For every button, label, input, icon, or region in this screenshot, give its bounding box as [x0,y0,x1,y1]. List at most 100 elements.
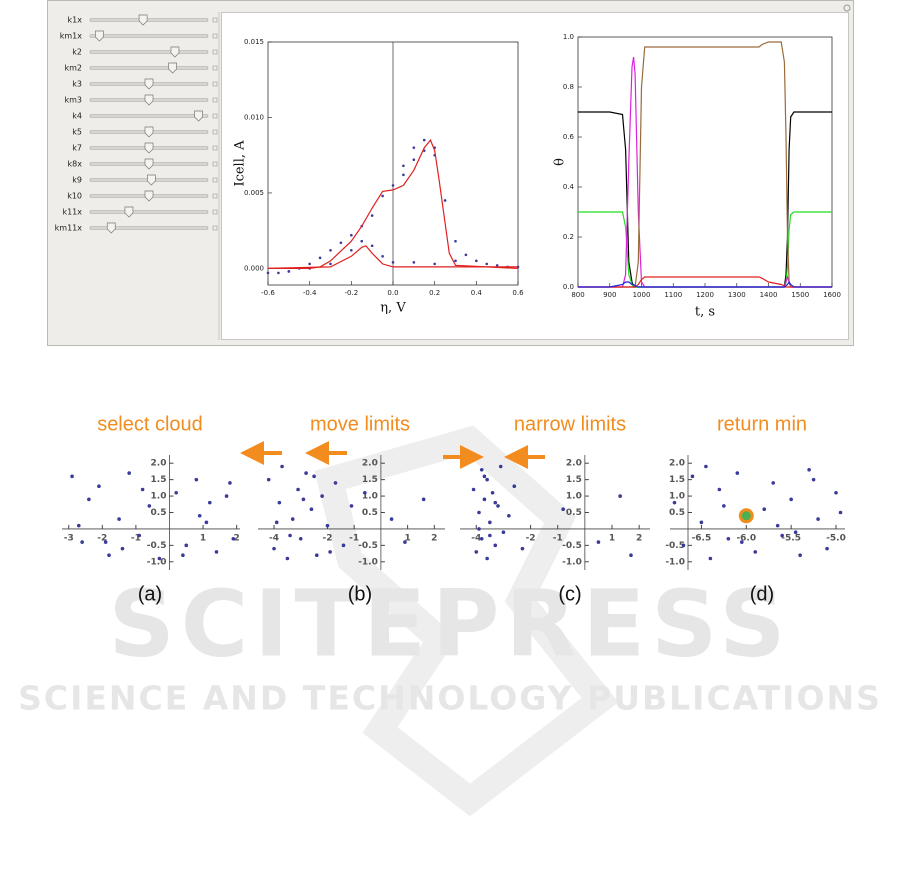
slider-thumb[interactable] [168,62,177,74]
data-point [370,214,374,217]
panel-title: return min [717,413,807,435]
x-tick-label: -1 [553,533,563,543]
data-point [197,513,202,518]
slider-thumb[interactable] [144,190,154,202]
slider[interactable]: k8x [68,158,218,170]
panel-caption: (c) [558,583,581,605]
y-tick-label: 0.6 [563,133,575,141]
slider-button [212,129,218,135]
data-point [301,497,306,502]
y-tick-label: 1.5 [566,475,582,485]
data-point [561,507,565,512]
slider[interactable]: k7 [72,142,218,154]
y-tick-label: 0.5 [669,508,685,518]
data-point [798,553,802,558]
slider-thumb[interactable] [144,94,154,106]
data-point [370,244,374,248]
y-tick-label: -0.5 [562,541,582,551]
data-point [699,520,704,525]
x-tick-label: -2 [322,533,332,543]
data-point [488,520,492,525]
slider-thumb[interactable] [138,14,148,26]
x-tick-label: 1 [404,533,410,543]
data-point [231,536,236,541]
y-tick-label: 0.010 [244,113,264,121]
slider-label: k5 [72,128,82,137]
slider[interactable]: k9 [72,174,218,186]
slider-thumb[interactable] [147,174,156,186]
data-point [328,550,332,554]
slider-thumb[interactable] [170,46,180,58]
slider-label: k2 [72,48,82,57]
x-tick-label: 0.0 [387,289,398,297]
slider[interactable]: km3 [64,94,218,106]
slider-thumb[interactable] [194,110,203,122]
x-tick-label: -0.4 [303,289,317,297]
y-tick-label: 0.005 [244,189,264,197]
data-line [267,245,518,269]
data-point [389,517,394,521]
slider-thumb[interactable] [144,78,154,90]
x-tick-label: 0.2 [429,289,440,297]
data-point [349,504,354,508]
slider[interactable]: k5 [72,126,218,138]
data-point [412,158,416,162]
window-button[interactable] [843,4,851,12]
watermark: SCITEPRESS SCIENCE AND TECHNOLOGY PUBLIC… [18,425,880,817]
data-point [381,194,384,198]
data-point [493,500,498,505]
data-point [266,477,271,482]
x-axis-label: η, V [380,301,406,316]
slider[interactable]: k4 [72,110,218,122]
x-tick-label: 1400 [760,291,778,299]
x-tick-label: 1200 [696,291,714,299]
data-point [512,484,517,489]
slider[interactable]: km1x [60,30,218,42]
data-point [157,556,162,561]
slider[interactable]: k1x [68,14,218,26]
data-point [479,467,484,472]
slider-label: k1x [68,16,83,25]
slider[interactable]: k11x [62,206,218,218]
data-point [780,533,784,538]
slider-label: k3 [72,80,82,89]
data-point [629,553,633,558]
slider-thumb[interactable] [144,126,154,138]
slider-button [212,225,218,231]
slider-thumb[interactable] [106,222,116,234]
x-tick-label: 1000 [633,291,651,299]
data-point [816,517,820,521]
data-point [174,490,178,495]
slider-button [212,17,218,23]
slider-button [212,65,218,71]
x-tick-label: 2 [636,533,642,543]
y-tick-label: 1.0 [669,492,685,502]
slider-thumb[interactable] [144,158,154,170]
data-point [70,474,74,479]
slider-thumb[interactable] [95,30,104,42]
x-tick-label: -4 [269,533,279,543]
data-point [329,248,332,252]
data-point [204,520,209,525]
slider-thumb[interactable] [124,206,134,218]
slider[interactable]: km11x [55,222,218,234]
slider[interactable]: k3 [72,78,218,90]
data-point [412,146,416,149]
data-point [726,536,731,541]
data-point [304,471,308,475]
y-tick-label: 2.0 [362,459,378,469]
y-tick-label: 1.0 [362,492,378,502]
y-tick-label: -0.5 [147,541,167,551]
slider[interactable]: km2 [64,62,218,74]
data-point [288,533,292,538]
data-point [296,487,300,492]
data-point [285,556,290,561]
x-tick-label: -2 [97,533,107,543]
slider[interactable]: k2 [72,46,218,58]
x-tick-label: -0.2 [344,289,358,297]
data-point [485,477,489,482]
data-point [391,261,395,264]
data-point [482,474,487,479]
slider[interactable]: k10 [67,190,218,202]
slider-thumb[interactable] [144,142,154,154]
